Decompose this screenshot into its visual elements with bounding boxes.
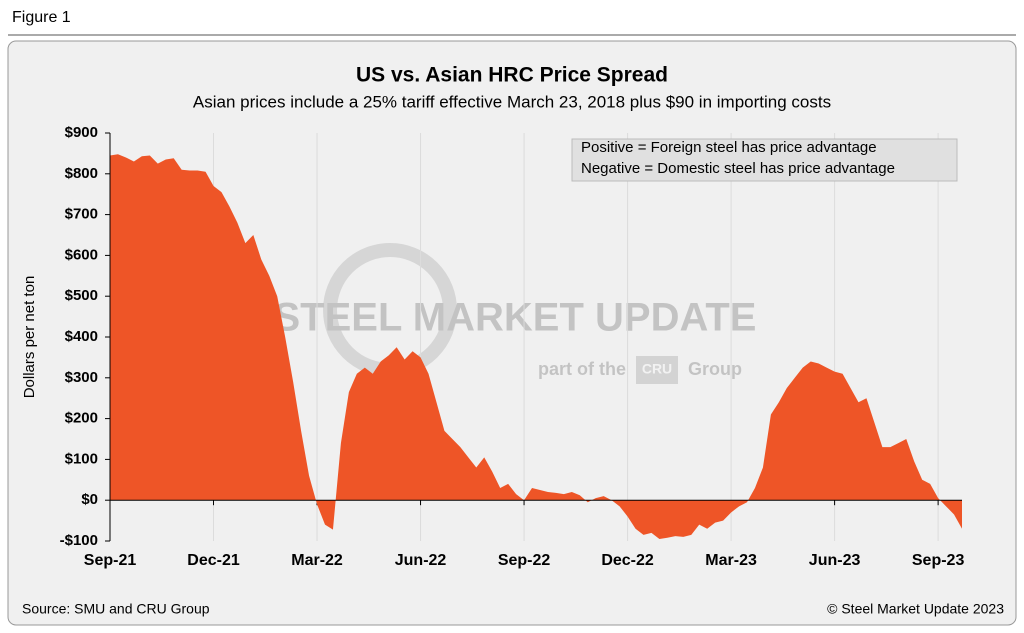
- watermark: STEEL MARKET UPDATE part of the CRU Grou…: [274, 243, 757, 384]
- y-tick-label: $800: [65, 165, 98, 182]
- watermark-badge: [636, 356, 678, 384]
- y-tick-label: $100: [65, 450, 98, 467]
- chart-title: US vs. Asian HRC Price Spread: [356, 64, 668, 87]
- y-tick-label: $0: [81, 491, 98, 508]
- x-tick-label: Sep-22: [498, 552, 551, 569]
- chart-subtitle: Asian prices include a 25% tariff effect…: [193, 92, 831, 111]
- copyright: © Steel Market Update 2023: [827, 601, 1004, 617]
- x-tick-label: Dec-21: [187, 552, 240, 569]
- watermark-text: part of the: [538, 359, 626, 379]
- x-tick-label: Dec-22: [601, 552, 654, 569]
- source: Source: SMU and CRU Group: [22, 601, 210, 617]
- x-tick-label: Sep-23: [912, 552, 965, 569]
- y-tick-label: $500: [65, 287, 98, 304]
- annotation: Negative = Domestic steel has price adva…: [581, 160, 895, 177]
- area: [110, 154, 962, 539]
- y-axis-label: Dollars per net ton: [21, 276, 38, 399]
- x-tick-label: Jun-23: [809, 552, 861, 569]
- plot-area: Sep-21 Dec-21 Mar-22 Jun-22 Sep-22 Dec-22 Mar-…: [60, 124, 965, 569]
- annotation-box: [571, 138, 958, 182]
- y-tick-label: -$100: [60, 532, 98, 549]
- x-tick-label: Mar-23: [705, 552, 757, 569]
- watermark-text: STEEL MARKET UPDATE: [274, 296, 757, 340]
- y-tick-label: $200: [65, 410, 98, 427]
- x-tick-label: Sep-21: [84, 552, 137, 569]
- watermark-text: CRU: [642, 361, 672, 377]
- y-tick-label: $600: [65, 246, 98, 263]
- y-tick-label: $900: [65, 124, 98, 141]
- figure-label: Figure 1: [12, 9, 71, 26]
- x-tick-label: Mar-22: [291, 552, 343, 569]
- y-tick-label: $700: [65, 206, 98, 223]
- x-tick-label: Jun-22: [395, 552, 447, 569]
- watermark-text: Group: [688, 359, 742, 379]
- annotation: Positive = Foreign steel has price advan…: [581, 139, 877, 156]
- y-tick-label: $400: [65, 328, 98, 345]
- y-tick-label: $300: [65, 369, 98, 386]
